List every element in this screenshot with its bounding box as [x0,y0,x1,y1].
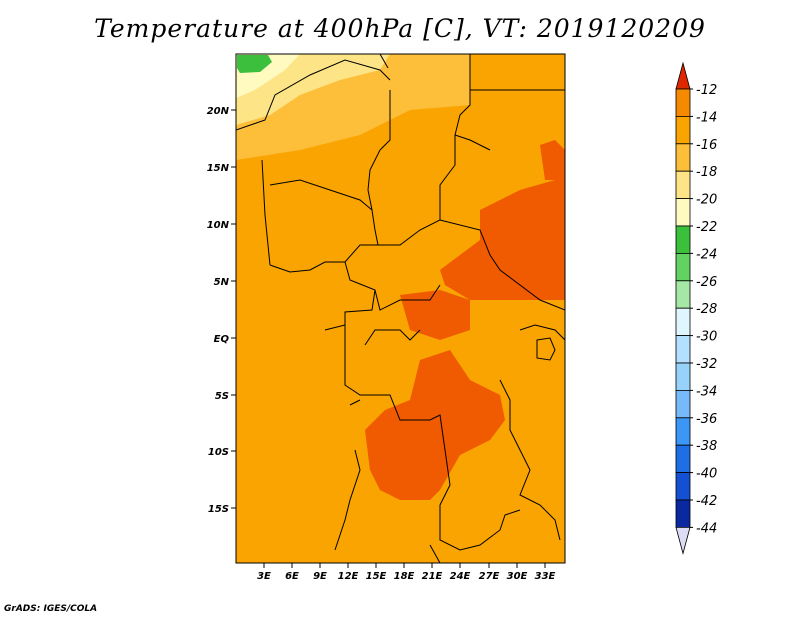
colorbar-swatch [675,417,691,446]
lat-label: 10S [208,447,229,458]
colorbar-swatch [675,280,691,309]
lat-label: EQ [214,334,230,345]
credit-text: GrADS: IGES/COLA [4,604,98,614]
lon-label: 27E [479,571,500,582]
lat-label: 15S [208,504,229,515]
colorbar-swatch [675,472,691,501]
lon-label: 3E [257,571,271,582]
colorbar-label: -38 [696,439,717,454]
colorbar-swatch [675,362,691,391]
colorbar-label: -26 [696,275,717,290]
lat-label: 15N [207,163,230,174]
lat-label: 5S [215,391,229,402]
colorbar-swatch [675,88,691,117]
colorbar-top-arrow [675,61,691,90]
colorbar-swatch [675,335,691,364]
colorbar-label: -22 [696,220,717,235]
colorbar-label: -34 [696,384,717,399]
colorbar-swatch [675,444,691,474]
lat-label: 5N [214,277,230,288]
colorbar: -12 -14 -16 -18 -20 -22 -24 -26 -28 -30 -32 -34 -36 -… [675,61,717,555]
country-borders [236,54,565,563]
lon-label: 6E [285,571,299,582]
latitude-axis: 20N 15N 10N 5N EQ 5S 10S 15S [207,106,236,515]
colorbar-swatch [675,143,691,172]
longitude-axis: 3E 6E 9E 12E 15E 18E 21E 24E 27E 30E 33E [257,563,556,582]
colorbar-label: -30 [696,330,717,345]
colorbar-label: -28 [696,302,717,317]
lon-label: 30E [507,571,528,582]
lon-label: 12E [338,571,359,582]
colorbar-label: -20 [696,193,717,208]
colorbar-swatch [675,225,691,254]
lon-label: 33E [535,571,556,582]
colorbar-label: -14 [696,110,717,125]
colorbar-label: -42 [696,494,717,509]
colorbar-swatch [675,499,691,528]
lon-label: 15E [366,571,387,582]
colorbar-bottom-arrow [675,527,691,555]
colorbar-swatch [675,198,691,227]
colorbar-label: -32 [696,357,717,372]
temperature-field [236,54,565,563]
colorbar-label: -16 [696,138,717,153]
map-frame [235,53,566,564]
lon-label: 21E [422,571,443,582]
colorbar-label: -44 [696,521,717,536]
lon-label: 18E [394,571,415,582]
colorbar-swatch [675,389,691,419]
colorbar-label: -18 [696,165,717,180]
colorbar-swatch [675,307,691,337]
colorbar-label: -36 [696,412,717,427]
colorbar-label: -12 [696,83,717,98]
colorbar-swatch [675,116,691,145]
colorbar-label: -40 [696,467,717,482]
lon-label: 9E [313,571,327,582]
colorbar-swatch [675,170,691,199]
lat-label: 20N [207,106,230,117]
colorbar-swatch [675,252,691,282]
lon-label: 24E [450,571,471,582]
colorbar-label: -24 [696,247,717,262]
map-title: Temperature at 400hPa [C], VT: 201912020… [94,14,706,43]
lat-label: 10N [207,220,230,231]
